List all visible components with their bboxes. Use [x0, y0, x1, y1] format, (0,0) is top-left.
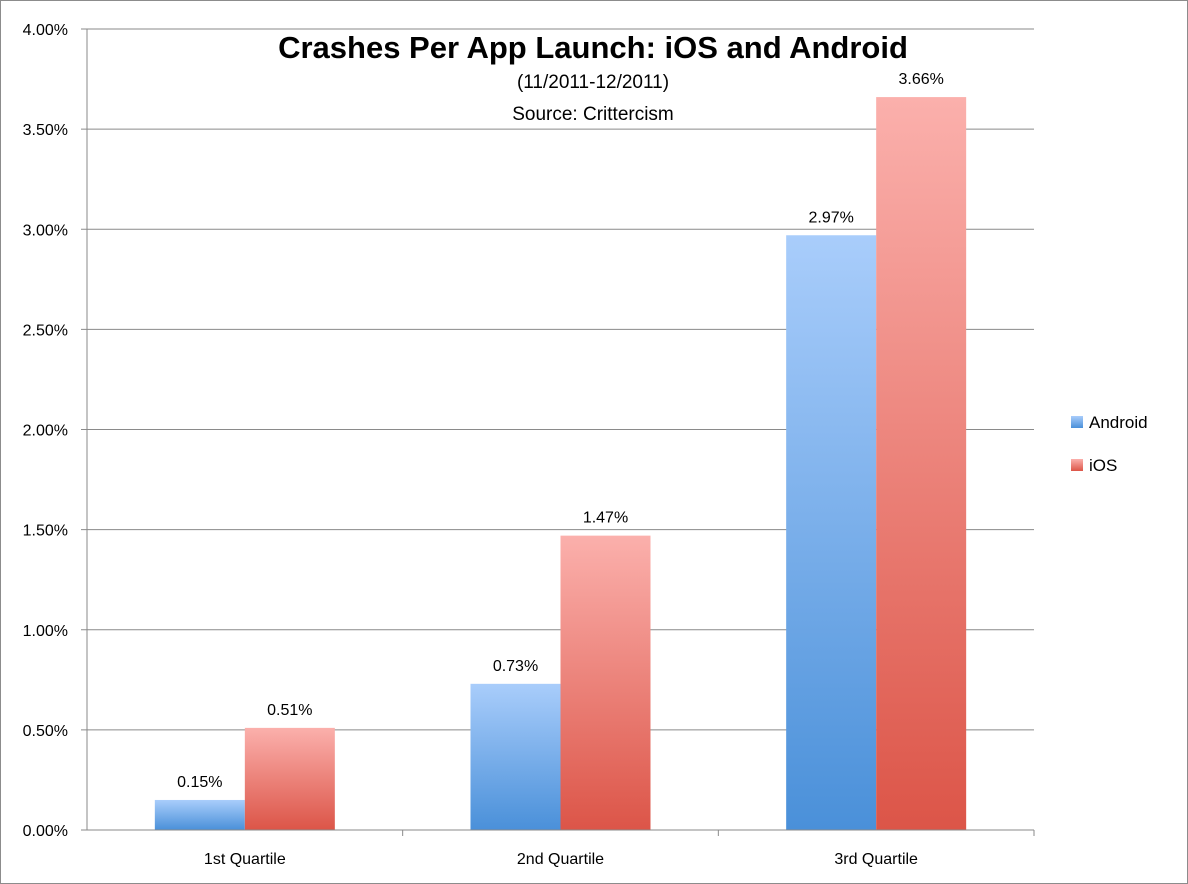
legend-swatch-android [1071, 416, 1083, 428]
data-labels: 0.15% 0.51% 0.73% 1.47% 2.97% 3.66% [177, 71, 944, 791]
chart-subtitle-dates: (11/2011-12/2011) [517, 72, 669, 93]
legend-label-ios: iOS [1089, 456, 1117, 475]
data-label: 0.73% [493, 658, 538, 675]
y-tick-label: 4.00% [23, 22, 68, 39]
y-tick-label: 2.50% [23, 322, 68, 339]
data-label: 1.47% [583, 510, 628, 527]
chart-subtitle-source: Source: Crittercism [512, 104, 674, 125]
bar-android-1 [154, 799, 245, 830]
bar-ios-2 [560, 535, 651, 830]
bar-ios-1 [244, 727, 335, 830]
y-tick-label: 3.50% [23, 122, 68, 139]
x-category-label: 3rd Quartile [834, 851, 918, 868]
legend: Android iOS [1071, 413, 1148, 475]
y-tick-label: 1.50% [23, 523, 68, 540]
bar-android-2 [470, 683, 561, 830]
y-axis-tick-labels: 0.00% 0.50% 1.00% 1.50% 2.00% 2.50% 3.00% 3.50%… [23, 22, 68, 840]
y-tick-label: 0.00% [23, 823, 68, 840]
bars [154, 97, 967, 830]
y-tick-label: 0.50% [23, 723, 68, 740]
axes [86, 29, 1035, 836]
data-label: 0.15% [177, 774, 222, 791]
data-label: 2.97% [808, 209, 853, 226]
y-tick-label: 2.00% [23, 423, 68, 440]
legend-label-android: Android [1089, 413, 1148, 432]
y-tick-label: 1.00% [23, 623, 68, 640]
data-label: 3.66% [898, 71, 943, 88]
x-category-label: 1st Quartile [204, 851, 286, 868]
bar-android-3 [786, 235, 877, 830]
x-axis-category-labels: 1st Quartile 2nd Quartile 3rd Quartile [204, 851, 918, 868]
legend-swatch-ios [1071, 459, 1083, 471]
data-label: 0.51% [267, 702, 312, 719]
bar-ios-3 [876, 97, 967, 830]
y-tick-label: 3.00% [23, 222, 68, 239]
chart-title: Crashes Per App Launch: iOS and Android [278, 30, 908, 65]
x-category-label: 2nd Quartile [517, 851, 604, 868]
